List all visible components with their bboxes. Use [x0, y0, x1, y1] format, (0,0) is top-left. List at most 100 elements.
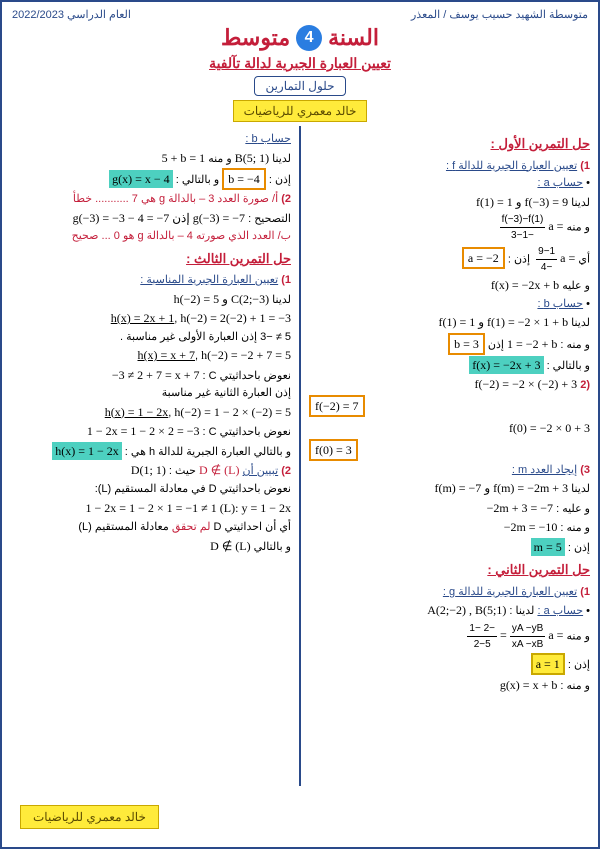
t: إذن : [568, 542, 590, 554]
m: D ∉ (L) [199, 461, 239, 479]
t: لدينا : [509, 605, 534, 617]
header: متوسطة الشهيد حسيب يوسف / المعذر العام ا… [2, 2, 598, 23]
ex2-title: حل التمرين الثاني : [309, 560, 590, 580]
boxed: b = −4 [222, 168, 266, 190]
t: حساب a : [537, 177, 583, 189]
ex1-lb2: و منه : 1 = −2 + b إذن b = 3 [309, 333, 590, 355]
title-word2: متوسط [221, 25, 290, 51]
m: g(x) = x + b [500, 676, 558, 694]
ex1-l4: و عليه f(x) = −2x + b [309, 276, 590, 295]
ex2-p1: 1) تعيين العبارة الجبرية للدالة g : [309, 584, 590, 601]
fd: −3−1 [500, 228, 546, 243]
right-column: حل التمرين الأول : 1) تعيين العبارة الجب… [301, 126, 598, 786]
t: نعوض باحداثيتي C : [203, 426, 291, 438]
t: و بالتالي العبارة الجبرية للدالة h هي : [125, 446, 291, 458]
ex1-l1: لدينا f(1) = 1 و f(−3) = 9 [309, 193, 590, 212]
m: f(m) = −7 و f(m) = −2m + 3 [434, 479, 568, 497]
t: إذن : [269, 174, 291, 186]
ex3-p2: 2) تبيين أن D ∉ (L) حيث : D(1; 1) [10, 461, 291, 480]
ex3-l2: h(−2) = 2(−2) + 1 = −3 ,h(x) = 2x + 1 [10, 309, 291, 328]
boxed: f(0) = 3 [309, 439, 358, 461]
ex3-l9: و بالتالي العبارة الجبرية للدالة h هي : … [10, 442, 291, 461]
t: و منه : [560, 522, 590, 534]
ex2-l1: و منه a = yA −yBxA −xB = −2 −12−5 [309, 621, 590, 652]
t: تعيين العبارة الجبرية المناسبة : [140, 274, 278, 286]
t: و عليه : [556, 503, 590, 515]
fn: 9−1 [536, 244, 557, 260]
m: −2m + 3 = −7 [487, 499, 553, 517]
m: g(−3) = −3 − 4 = −7 إذن g(−3) = −7 [73, 209, 245, 227]
author-badge: خالد معمري للرياضيات [233, 100, 368, 122]
ex1-l7: f(0) = −2 × 0 + 3 [509, 419, 590, 437]
ex1-p3: 3) إيجاد العدد m : [309, 462, 590, 479]
ex2-a: • حساب a : لدينا : A(2;−2) , B(5;1) [309, 601, 590, 620]
hl: m = 5 [531, 538, 565, 556]
ex1-lb1: لدينا f(1) = 1 و f(1) = −2 × 1 + b [309, 313, 590, 332]
m: = [500, 626, 507, 644]
bcalc-p2c: ب/ العدد الذي صورته 4 – بالدالة g هو 0 .… [10, 228, 291, 245]
u: h(x) = x + 7 [138, 346, 196, 364]
m: h(−2) = 2(−2) + 1 = −3 [180, 309, 291, 327]
ex3-p2e: (L): y = 1 − 2x [220, 499, 291, 517]
fd: 2−5 [467, 637, 497, 652]
t: و منه [567, 221, 590, 233]
ex3-p2d: نعوض باحداثيتي D في معادلة المستقيم (L): [10, 481, 291, 498]
grade-badge: 4 [296, 25, 322, 51]
m: h(−2) = 5 و C(2;−3) [174, 290, 269, 308]
ex1-title: حل التمرين الأول : [309, 134, 590, 154]
ex1-l8: f(0) = 3 [309, 439, 590, 461]
m: h(−2) = 1 − 2 × (−2) = 5 [174, 403, 291, 421]
fd: −4 [536, 260, 557, 275]
ex3-p2g: أي أن احداثيتي D لم تحقق معادلة المستقيم… [10, 519, 291, 536]
ex3-l6: إذن العبارة الثانية غير مناسبة [10, 385, 291, 402]
t: تعيين العبارة الجبرية للدالة f : [446, 160, 577, 172]
t: إذن : [568, 659, 590, 671]
ex3-l4: h(−2) = −2 + 7 = 5 ,h(x) = x + 7 [10, 346, 291, 365]
t: و بالتالي : [547, 360, 590, 372]
t: إذن : [508, 253, 530, 265]
t: لدينا [571, 197, 590, 209]
m: −2m = −10 [504, 518, 558, 536]
t: التصحيح : [248, 213, 291, 225]
hl: g(x) = x − 4 [109, 170, 173, 188]
bcalc-title: حساب b : [10, 131, 291, 148]
t: , [168, 407, 171, 419]
ex1-lm3: و منه : −2m = −10 [309, 518, 590, 537]
ex1-p2: (2 f(−2) = −2 × (−2) + 3 [309, 375, 590, 394]
m: f(−2) = −2 × (−2) + 3 [475, 375, 578, 393]
t: أي [578, 253, 590, 265]
t: لدينا [272, 153, 291, 165]
m: −3 ≠ 2 + 7 = x + 7 [112, 366, 200, 384]
ex1-p1: 1) تعيين العبارة الجبرية للدالة f : [309, 158, 590, 175]
t: حساب a : [537, 605, 583, 617]
t: , [195, 350, 198, 362]
ex3-l5: نعوض باحداثيتي C : −3 ≠ 2 + 7 = x + 7 [10, 366, 291, 385]
t: و منه : [560, 680, 590, 692]
author-footer: خالد معمري للرياضيات [20, 805, 159, 829]
m: f(1) = 1 و f(1) = −2 × 1 + b [438, 313, 568, 331]
t: حساب b : [537, 298, 583, 310]
ex1-lm1: لدينا f(m) = −7 و f(m) = −2m + 3 [309, 479, 590, 498]
ex3-l1: لدينا h(−2) = 5 و C(2;−3) [10, 290, 291, 309]
t: و منه : [560, 339, 590, 351]
t: نعوض باحداثيتي C : [203, 370, 291, 382]
t: و بالتالي : [176, 174, 219, 186]
ex1-l3: أي a = 9−1−4 إذن : a = −2 [309, 244, 590, 275]
ex1-b: • حساب b : [309, 296, 590, 313]
t: لدينا [272, 294, 291, 306]
ex3-p1: 1) تعيين العبارة الجبرية المناسبة : [10, 272, 291, 289]
fn: yA −yB [510, 621, 545, 637]
ex1-l2: و منه a = f(−3)−f(1)−3−1 [309, 212, 590, 243]
hl: f(x) = −2x + 3 [469, 356, 543, 374]
ex2-l3: و منه : g(x) = x + b [309, 676, 590, 695]
t: لدينا [571, 317, 590, 329]
t: إيجاد العدد m : [512, 464, 577, 476]
ex1-lb3: و بالتالي : f(x) = −2x + 3 [309, 356, 590, 375]
ex3-p2h: و بالتالي D ∉ (L) [10, 537, 291, 556]
ex1-a: • حساب a : [309, 175, 590, 192]
m: a = [548, 626, 563, 644]
m: D(1; 1) [131, 461, 166, 479]
t: أ/ صورة العدد 3 – بالدالة g هي 7 .......… [73, 193, 278, 205]
t: حيث : [169, 465, 196, 477]
t: و منه [567, 630, 590, 642]
